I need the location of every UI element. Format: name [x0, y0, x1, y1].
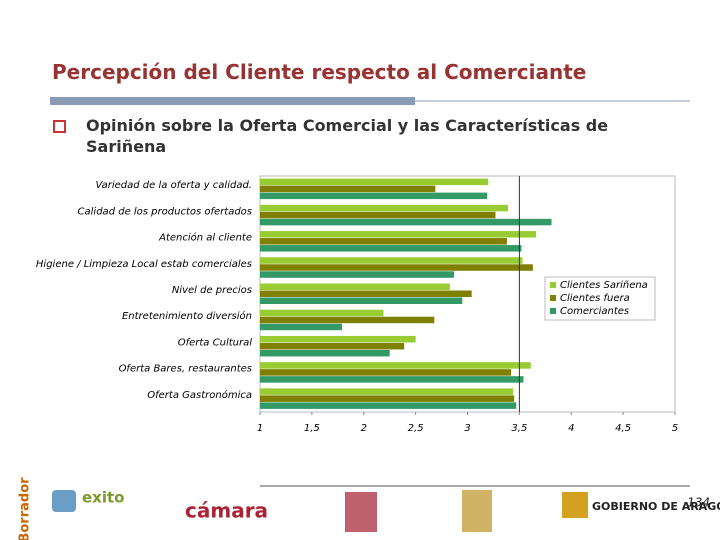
y-tick-label: Oferta Gastronómica	[147, 389, 252, 401]
bar	[260, 369, 512, 376]
bar	[260, 178, 489, 186]
bar	[260, 211, 496, 219]
bar	[260, 297, 463, 304]
bar	[260, 204, 508, 212]
logo-icon	[52, 490, 76, 512]
bar	[260, 349, 390, 357]
legend-box	[544, 276, 656, 321]
bar	[260, 238, 507, 245]
draft-mark: Borrador	[18, 477, 33, 540]
bar	[260, 395, 515, 402]
bar	[260, 218, 552, 226]
y-tick-label: Nivel de precios	[172, 285, 252, 296]
logo-text: exito	[82, 489, 124, 507]
bar	[260, 185, 436, 193]
x-tick-label: 4	[568, 423, 574, 434]
bullet-text: Opinión sobre la Oferta Comercial y las …	[86, 116, 609, 156]
bar	[260, 245, 522, 252]
legend-label: Clientes Sariñena	[560, 280, 648, 291]
x-tick-label: 2	[361, 423, 367, 434]
y-tick-label: Oferta Bares, restaurantes	[119, 364, 252, 375]
x-tick-label: 1	[257, 423, 263, 434]
x-tick-label: 1,5	[304, 423, 320, 434]
bar	[260, 362, 531, 369]
bar	[260, 264, 533, 271]
bar	[260, 388, 514, 395]
legend-swatch	[550, 295, 556, 301]
y-tick-label: Variedad de la oferta y calidad.	[95, 180, 252, 191]
logo-icon	[345, 492, 377, 532]
y-tick-label: Oferta Cultural	[178, 337, 252, 348]
bar	[260, 271, 455, 278]
x-tick-label: 4,5	[615, 423, 631, 434]
title-bar	[50, 97, 415, 105]
y-tick-label: Entretenimiento diversión	[122, 310, 252, 322]
legend-swatch	[550, 282, 556, 288]
bar	[260, 316, 435, 324]
bar	[260, 290, 472, 297]
slide-title: Percepción del Cliente respecto al Comer…	[52, 60, 587, 84]
logo-text: GOBIERNO DE ARAGON	[592, 500, 720, 513]
page-number: 134	[687, 496, 710, 510]
bar	[260, 192, 488, 200]
bar	[260, 335, 416, 343]
legend-label: Clientes fuera	[560, 293, 630, 304]
y-tick-label: Atención al cliente	[158, 232, 252, 244]
logo-icon	[562, 492, 588, 518]
bar	[260, 323, 342, 331]
bullet-marker	[53, 120, 66, 133]
y-tick-label: Calidad de los productos ofertados	[78, 206, 252, 217]
legend-swatch	[550, 308, 556, 314]
bar	[260, 342, 405, 350]
bar	[260, 231, 536, 238]
bar	[260, 402, 517, 409]
x-tick-label: 3	[464, 423, 470, 434]
legend-label: Comerciantes	[560, 306, 629, 317]
x-tick-label: 3,5	[511, 423, 527, 434]
bar	[260, 257, 523, 264]
x-tick-label: 5	[672, 423, 678, 434]
logo-icon	[462, 490, 492, 532]
bar	[260, 283, 450, 290]
bar	[260, 309, 384, 317]
y-tick-label: Higiene / Limpieza Local estab comercial…	[36, 259, 252, 270]
logo-text: cámara	[185, 499, 268, 523]
x-tick-label: 2,5	[408, 423, 424, 434]
bar	[260, 376, 524, 383]
